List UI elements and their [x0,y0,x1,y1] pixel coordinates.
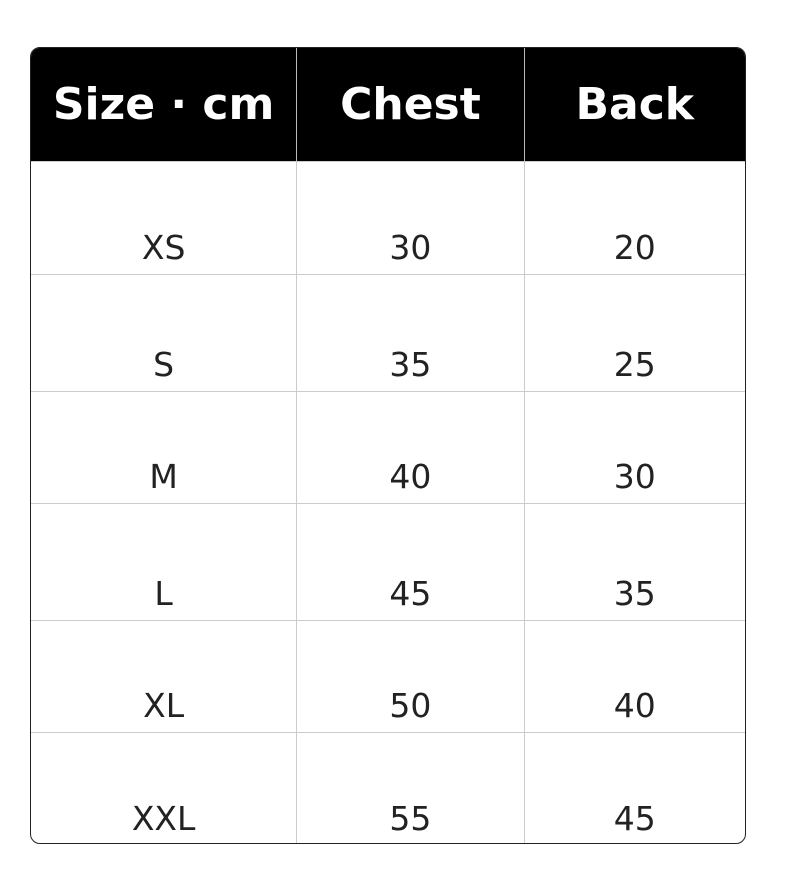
chest-cell: 50 [296,621,523,733]
size-cell: L [154,574,173,613]
size-cell: M [149,457,178,496]
header-size: Size · cm [52,79,275,130]
size-cell: S [153,345,175,384]
back-cell: 20 [523,162,745,275]
table-row: XL 50 40 [31,620,745,733]
back-cell: 35 [523,504,745,621]
size-chart-table: Size · cm Chest Back XS 30 20 S 35 25 M 40 30 L 45… [30,47,746,844]
table-row: XS 30 20 [31,161,745,275]
back-cell: 25 [523,275,745,392]
table-row: S 35 25 [31,274,745,392]
chest-cell: 35 [296,275,523,392]
chest-cell: 40 [296,392,523,504]
size-cell: XL [143,686,185,725]
chest-cell: 30 [296,162,523,275]
header-back: Back [523,48,745,161]
table-row: XXL 55 45 [31,732,745,843]
back-cell: 40 [523,621,745,733]
back-cell: 30 [523,392,745,504]
chest-cell: 55 [296,733,523,843]
table-header: Size · cm Chest Back [31,48,745,161]
size-cell: XXL [131,799,196,838]
size-cell: XS [141,228,186,267]
chest-cell: 45 [296,504,523,621]
table-row: M 40 30 [31,391,745,504]
table-row: L 45 35 [31,503,745,621]
back-cell: 45 [523,733,745,843]
header-chest: Chest [296,48,523,161]
